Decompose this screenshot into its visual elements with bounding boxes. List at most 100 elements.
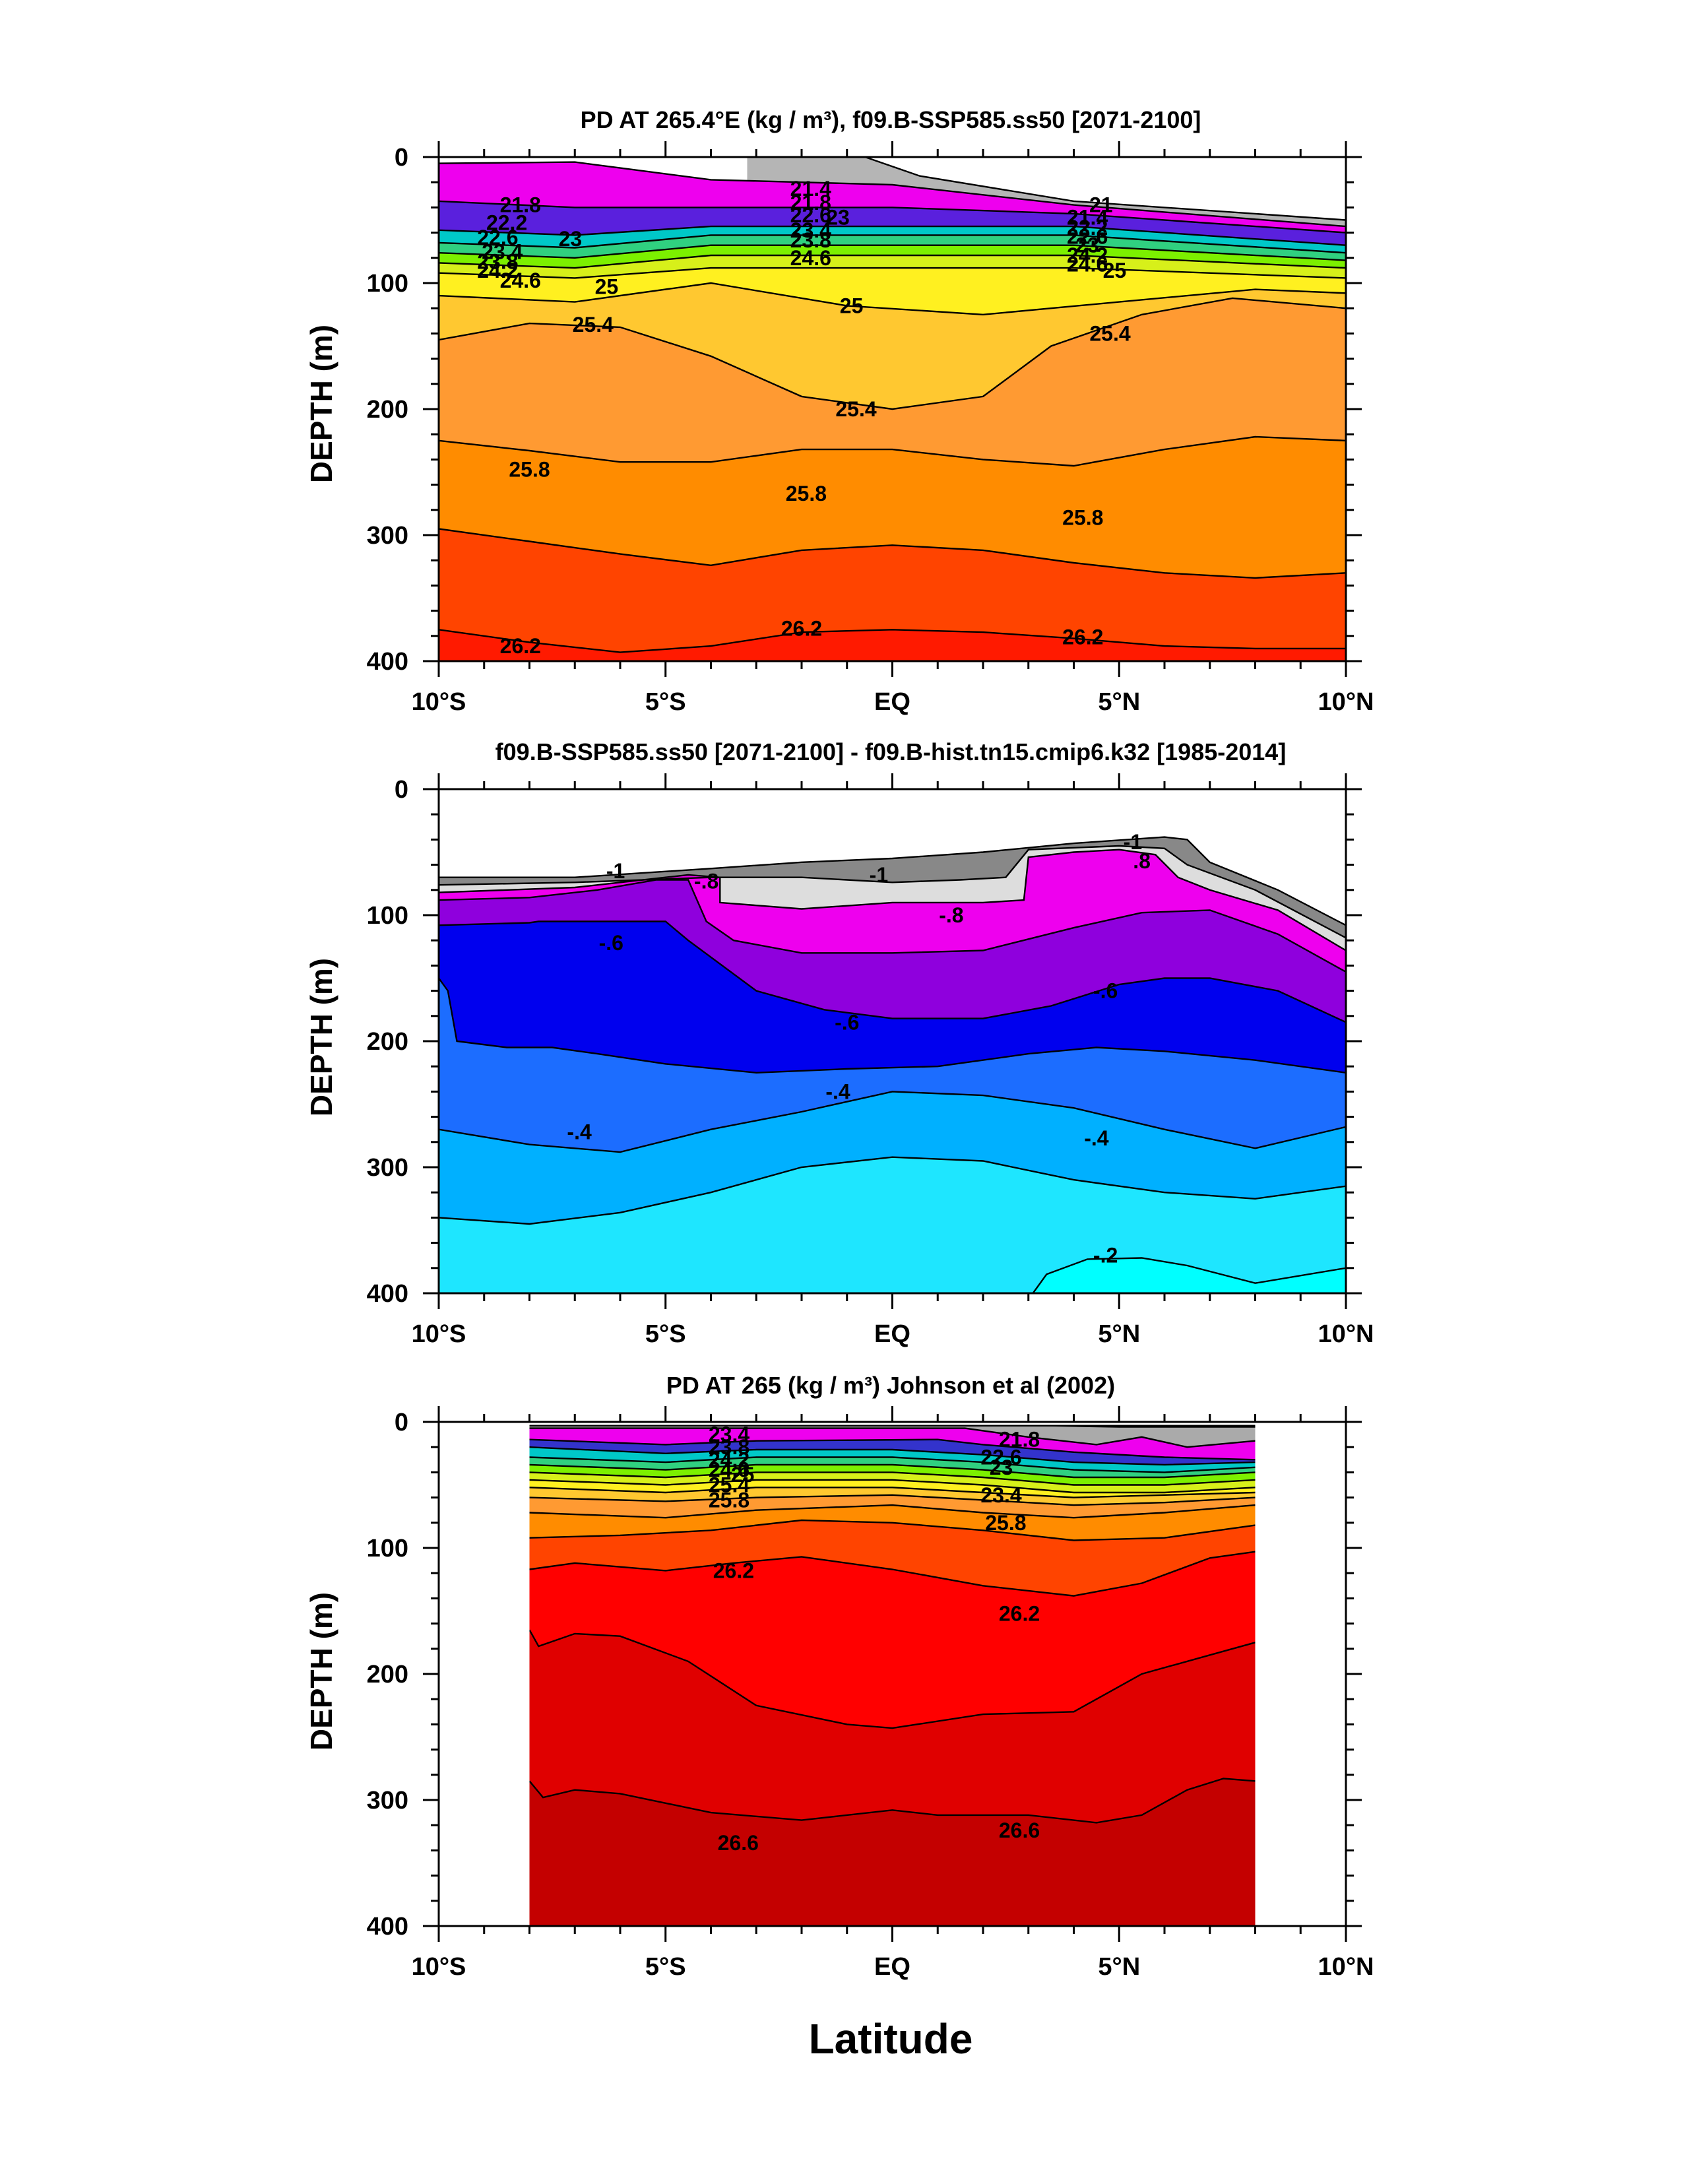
contour-line xyxy=(529,1479,1256,1494)
x-tick-label: 5°N xyxy=(1098,688,1140,716)
contour-label: -1 xyxy=(870,863,888,887)
contour-label: 23.8 xyxy=(477,250,518,274)
contour-line xyxy=(439,435,1346,467)
contour-line xyxy=(529,1427,1256,1448)
contour-label: 23 xyxy=(1075,234,1099,257)
contour-line xyxy=(529,1456,1256,1473)
x-tick-label: EQ xyxy=(874,1953,910,1981)
contour-label: 23.4 xyxy=(709,1423,749,1446)
contour-label: 24.6 xyxy=(500,269,541,292)
contour-label: 24.2 xyxy=(709,1448,749,1471)
contour-band xyxy=(1033,1258,1346,1293)
contour-label: 21.8 xyxy=(500,193,541,217)
y-tick-label: 400 xyxy=(367,1913,408,1941)
contour-line xyxy=(439,161,1346,228)
x-tick-label: 10°N xyxy=(1318,1320,1374,1348)
x-tick-label: 10°N xyxy=(1318,688,1374,716)
y-tick-label: 0 xyxy=(395,776,408,804)
contour-line xyxy=(529,1425,1256,1428)
contour-label: 25.4 xyxy=(835,397,876,421)
x-tick-label: EQ xyxy=(874,1320,910,1348)
contour-label: 23.4 xyxy=(482,240,523,263)
contour-label: -.8 xyxy=(939,903,963,927)
contour-label: -1 xyxy=(1124,830,1142,854)
contour-label: 21.8 xyxy=(790,191,831,214)
x-tick-label: 10°S xyxy=(412,1953,466,1981)
contour-label: 22.2 xyxy=(1067,216,1108,240)
contour-line xyxy=(439,977,1346,1074)
panel-bottom: PD AT 265 (kg / m³) Johnson et al (2002)… xyxy=(304,1372,1374,1981)
x-tick-label: 5°S xyxy=(645,1320,686,1348)
contour-label: -.4 xyxy=(567,1120,592,1144)
y-tick-label: 300 xyxy=(367,1787,408,1815)
contour-label: 23.8 xyxy=(709,1435,749,1459)
contour-line xyxy=(439,297,1346,410)
contour-label: 21.4 xyxy=(1067,206,1108,230)
contour-line xyxy=(528,1629,1256,1729)
contour-label: -.6 xyxy=(1093,979,1118,1003)
contour-label: 26.6 xyxy=(718,1831,759,1855)
contour-label: -.6 xyxy=(835,1010,859,1034)
y-tick-label: 100 xyxy=(367,270,408,298)
x-tick-label: 10°S xyxy=(412,688,466,716)
x-tick-label: 10°S xyxy=(412,1320,466,1348)
contour-label: 23.4 xyxy=(980,1483,1021,1507)
contour-label: 25.4 xyxy=(573,313,614,337)
contour-label: 23.8 xyxy=(790,228,831,252)
contour-label: 23.4 xyxy=(790,218,831,242)
contour-label: 23 xyxy=(559,227,583,251)
contour-line xyxy=(529,1519,1256,1541)
y-tick-label: 200 xyxy=(367,396,408,424)
contour-line xyxy=(439,267,1346,279)
contour-line xyxy=(529,1494,1256,1506)
contour-label: 25.8 xyxy=(786,482,827,505)
y-tick-label: 400 xyxy=(367,1280,408,1308)
panel-title: PD AT 265.4°E (kg / m³), f09.B-SSP585.ss… xyxy=(581,106,1201,133)
contour-label: -1 xyxy=(606,859,625,883)
contour-label: 25.8 xyxy=(985,1511,1026,1535)
panel-title: f09.B-SSP585.ss50 [2071-2100] - f09.B-hi… xyxy=(495,738,1287,765)
contour-label: -.8 xyxy=(694,869,718,893)
contour-band xyxy=(439,629,1346,661)
contour-label: 23 xyxy=(826,206,850,230)
contour-label: 26.2 xyxy=(713,1558,754,1582)
y-tick-label: 0 xyxy=(395,1409,408,1436)
x-tick-label: EQ xyxy=(874,688,910,716)
contour-label: .8 xyxy=(1133,849,1151,873)
contour-label: 26.6 xyxy=(999,1818,1040,1842)
contour-label: 25 xyxy=(1103,259,1127,282)
contour-band xyxy=(529,1778,1256,1926)
y-axis-label: DEPTH (m) xyxy=(304,325,338,483)
contour-label: 25.4 xyxy=(709,1473,749,1497)
contour-line xyxy=(439,1091,1346,1153)
contour-label: 21.4 xyxy=(790,177,831,201)
y-tick-label: 100 xyxy=(367,1535,408,1562)
contour-label: 25.4 xyxy=(1089,321,1130,345)
x-tick-label: 10°N xyxy=(1318,1953,1374,1981)
contour-line xyxy=(529,1463,1256,1479)
contour-band xyxy=(439,529,1346,661)
contour-line xyxy=(439,920,1346,1023)
y-tick-label: 300 xyxy=(367,1154,408,1182)
contour-line xyxy=(529,1446,1256,1466)
y-tick-label: 300 xyxy=(367,522,408,550)
panel-title: PD AT 265 (kg / m³) Johnson et al (2002) xyxy=(666,1372,1115,1399)
no-data-mask xyxy=(1255,1422,1346,1926)
contour-line xyxy=(439,234,1346,254)
contour-line xyxy=(439,200,1346,234)
contour-label: 24.6 xyxy=(709,1458,749,1482)
x-tick-label: 5°N xyxy=(1098,1320,1140,1348)
contour-line xyxy=(439,282,1346,316)
contour-label: -.6 xyxy=(599,931,623,955)
contour-line xyxy=(439,528,1346,579)
plot-area: 23.423.824.224.62525.425.826.226.621.822… xyxy=(367,1406,1374,1981)
contour-label: 24.2 xyxy=(477,259,518,282)
contour-line xyxy=(529,1504,1256,1519)
contour-label: 25 xyxy=(840,294,864,317)
contour-label: 25 xyxy=(595,275,619,299)
y-axis-label: DEPTH (m) xyxy=(304,1592,338,1750)
contour-label: 21 xyxy=(1089,193,1113,217)
contour-label: -.2 xyxy=(1093,1244,1118,1268)
contour-label: 24.2 xyxy=(1067,243,1108,267)
